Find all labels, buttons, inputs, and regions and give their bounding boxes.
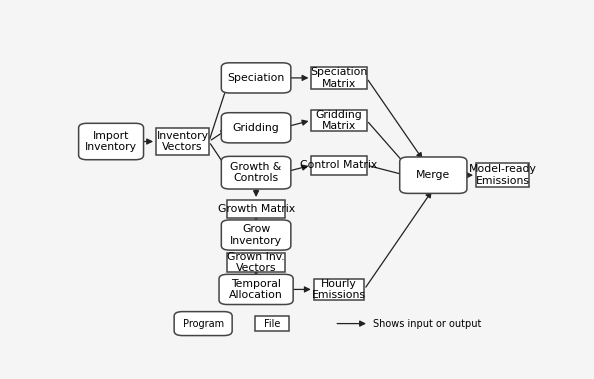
FancyBboxPatch shape [156,128,209,155]
FancyBboxPatch shape [476,163,529,187]
Text: File: File [264,319,280,329]
Text: Import
Inventory: Import Inventory [85,131,137,152]
Text: Growth Matrix: Growth Matrix [217,204,295,214]
FancyBboxPatch shape [222,220,291,250]
Text: Model-ready
Emissions: Model-ready Emissions [469,164,536,186]
Text: Merge: Merge [416,170,450,180]
FancyBboxPatch shape [222,63,291,93]
Text: Grow
Inventory: Grow Inventory [230,224,282,246]
FancyBboxPatch shape [219,274,293,304]
FancyBboxPatch shape [311,110,366,131]
FancyBboxPatch shape [311,67,366,89]
Text: Inventory
Vectors: Inventory Vectors [156,131,208,152]
Text: Speciation
Matrix: Speciation Matrix [310,67,368,89]
FancyBboxPatch shape [314,279,364,300]
Text: Gridding
Matrix: Gridding Matrix [315,110,362,131]
FancyBboxPatch shape [400,157,467,193]
FancyBboxPatch shape [255,316,289,331]
Text: Shows input or output: Shows input or output [374,319,482,329]
FancyBboxPatch shape [228,252,285,273]
FancyBboxPatch shape [174,312,232,335]
Text: Program: Program [182,319,224,329]
FancyBboxPatch shape [228,200,285,218]
Text: Temporal
Allocation: Temporal Allocation [229,279,283,300]
Text: Growth &
Controls: Growth & Controls [230,162,282,183]
FancyBboxPatch shape [311,156,366,175]
Text: Speciation: Speciation [228,73,285,83]
FancyBboxPatch shape [222,113,291,143]
FancyBboxPatch shape [222,157,291,189]
FancyBboxPatch shape [78,123,144,160]
Text: Control Matrix: Control Matrix [301,160,378,170]
Text: Hourly
Emissions: Hourly Emissions [312,279,366,300]
Text: Gridding: Gridding [233,123,279,133]
Text: Grown Inv.
Vectors: Grown Inv. Vectors [228,252,285,273]
